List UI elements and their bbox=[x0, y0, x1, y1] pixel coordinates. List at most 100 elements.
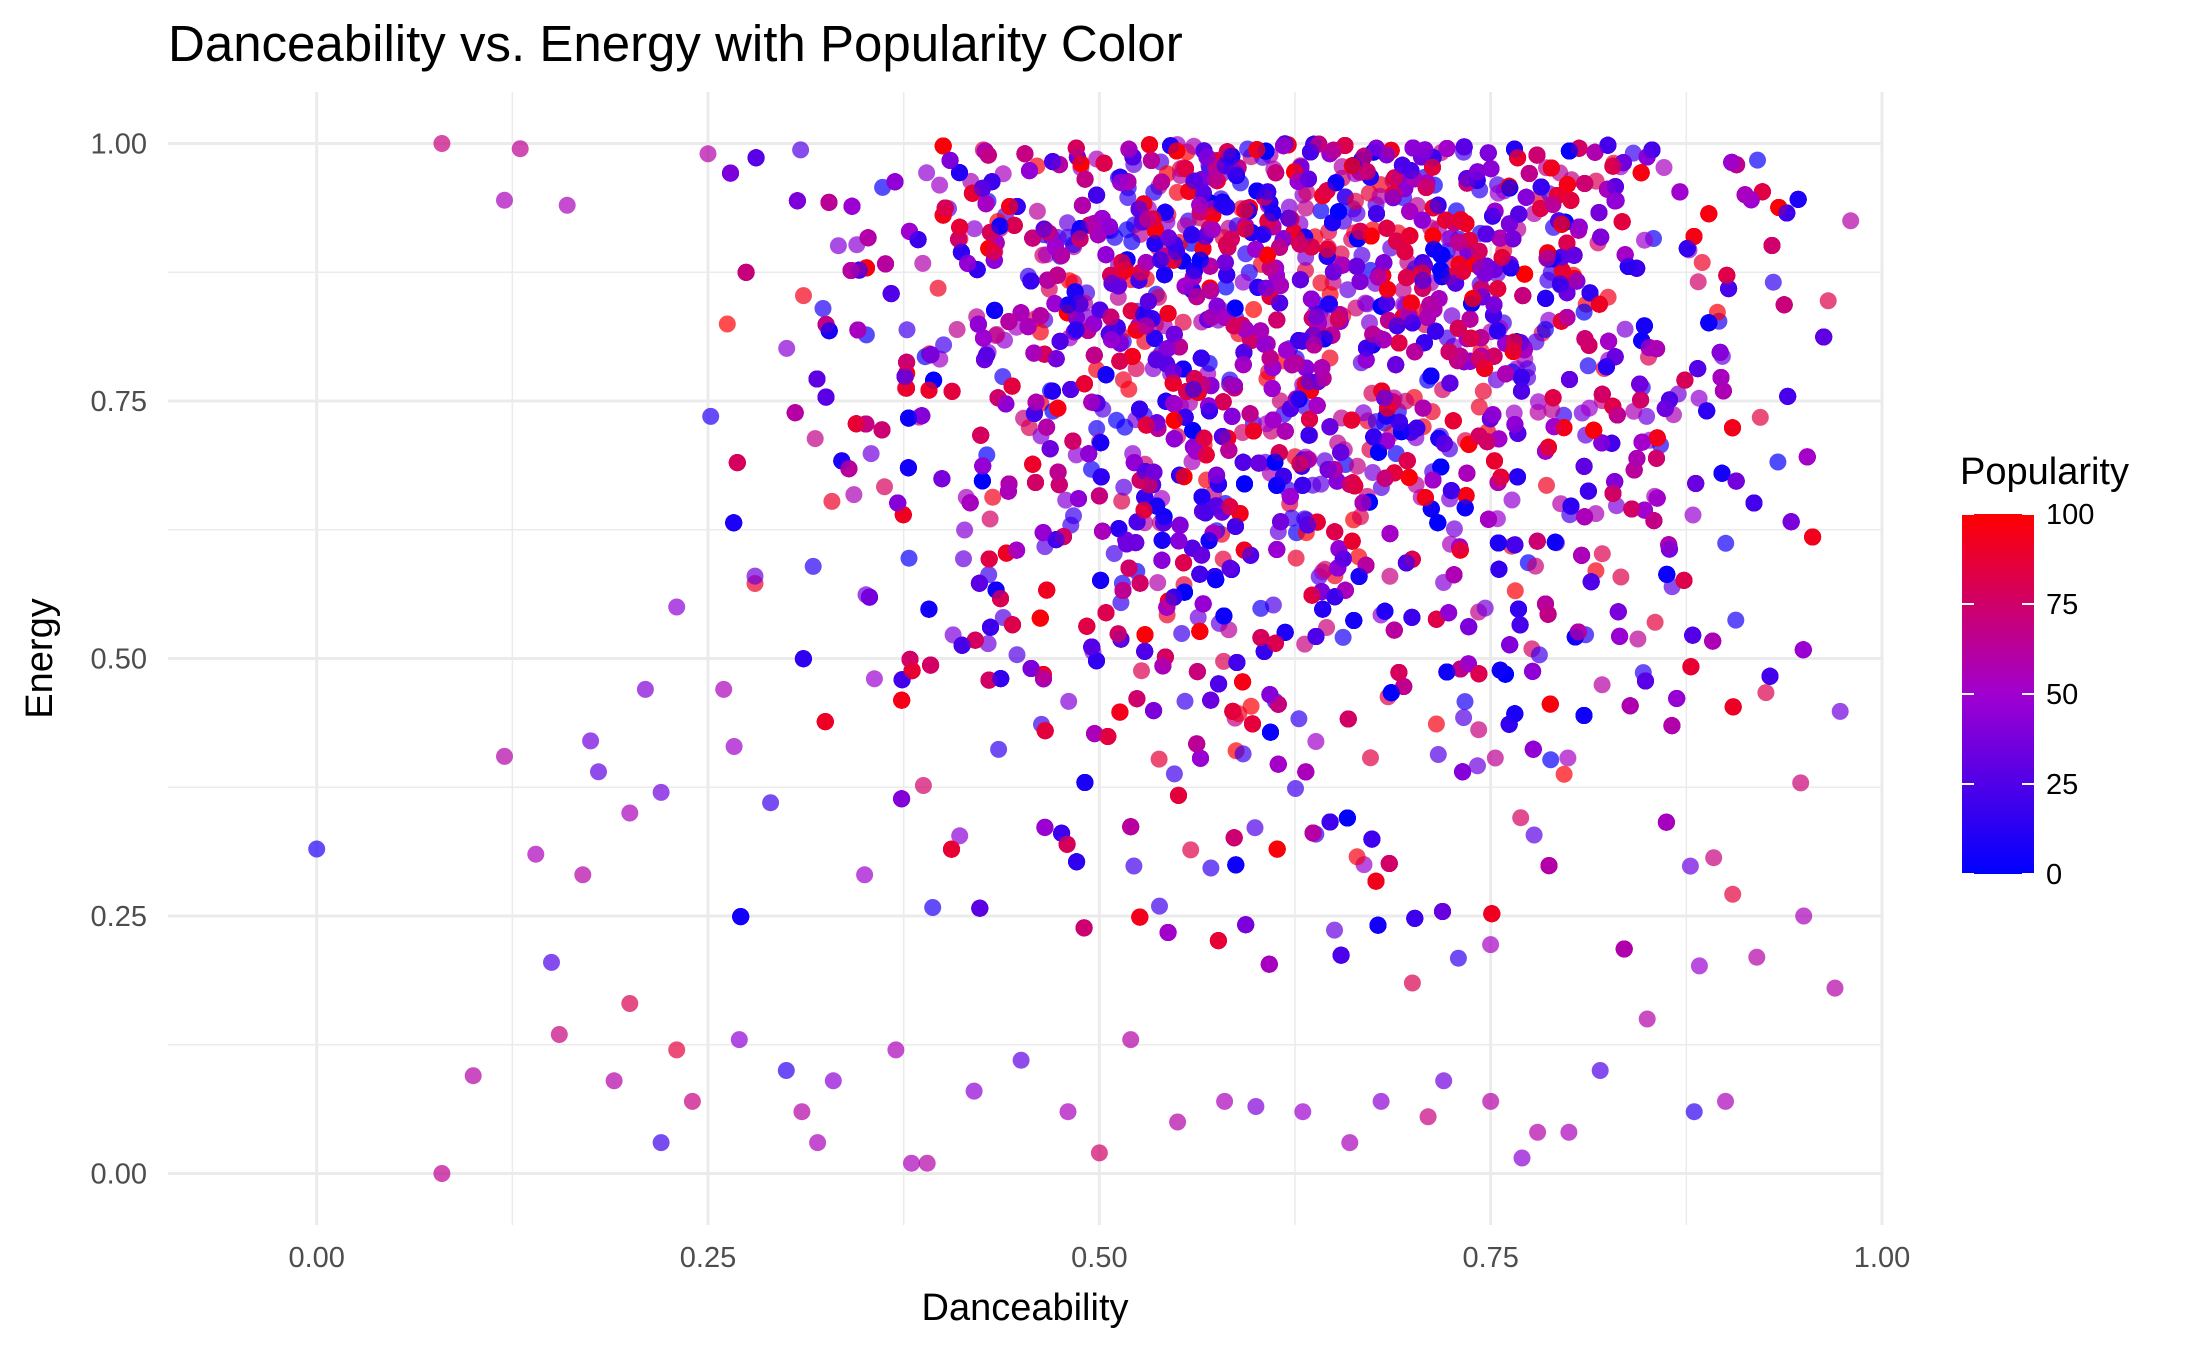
scatter-point bbox=[1334, 628, 1352, 646]
scatter-point bbox=[1119, 189, 1137, 206]
scatter-point bbox=[1316, 560, 1334, 578]
scatter-point bbox=[1482, 936, 1500, 954]
scatter-point bbox=[935, 336, 953, 354]
scatter-point bbox=[1358, 295, 1376, 313]
scatter-point bbox=[914, 254, 932, 272]
scatter-point bbox=[1525, 826, 1543, 844]
scatter-point bbox=[1290, 710, 1308, 728]
scatter-point bbox=[918, 164, 936, 182]
scatter-point bbox=[1123, 233, 1141, 251]
scatter-point bbox=[1287, 780, 1304, 797]
scatter-point bbox=[1120, 380, 1138, 398]
scatter-point bbox=[1189, 608, 1207, 626]
scatter-point bbox=[1474, 382, 1492, 400]
scatter-point bbox=[1133, 662, 1150, 680]
scatter-point bbox=[795, 287, 812, 305]
scatter-point bbox=[1646, 613, 1664, 631]
scatter-point bbox=[1593, 545, 1611, 563]
scatter-point bbox=[1538, 476, 1555, 494]
scatter-point bbox=[898, 321, 916, 339]
scatter-point bbox=[823, 492, 841, 510]
scatter-point bbox=[1792, 774, 1810, 792]
scatter-point bbox=[1088, 420, 1106, 437]
scatter-point bbox=[1362, 749, 1379, 767]
scatter-point bbox=[1575, 303, 1593, 321]
scatter-point bbox=[1326, 921, 1343, 939]
scatter-point bbox=[955, 550, 972, 568]
scatter-point bbox=[1348, 205, 1366, 222]
scatter-point bbox=[1579, 357, 1597, 375]
scatter-point bbox=[778, 339, 796, 357]
scatter-point bbox=[792, 141, 810, 159]
scatter-point bbox=[1234, 273, 1252, 291]
scatter-point bbox=[1455, 709, 1473, 727]
scatter-point bbox=[1348, 848, 1366, 866]
scatter-point bbox=[1202, 859, 1220, 877]
scatter-point bbox=[829, 237, 847, 255]
scatter-point bbox=[1445, 520, 1463, 538]
scatter-point bbox=[1149, 574, 1167, 592]
scatter-point bbox=[1727, 611, 1745, 629]
scatter-point bbox=[1724, 885, 1742, 903]
scatter-point bbox=[1612, 568, 1630, 586]
scatter-point bbox=[1381, 567, 1399, 585]
scatter-point bbox=[1220, 621, 1238, 639]
scatter-point bbox=[1456, 693, 1474, 711]
scatter-point bbox=[1616, 320, 1634, 338]
scatter-point bbox=[1028, 202, 1046, 220]
scatter-point bbox=[814, 300, 832, 317]
scatter-point bbox=[1312, 274, 1330, 292]
scatter-point bbox=[1173, 625, 1191, 642]
scatter-point bbox=[1593, 676, 1611, 694]
scatter-point bbox=[951, 827, 969, 845]
scatter-point bbox=[1427, 715, 1445, 733]
scatter-point bbox=[1503, 491, 1521, 509]
scatter-point bbox=[1059, 214, 1076, 232]
scatter-point bbox=[1717, 534, 1735, 552]
scatter-point bbox=[990, 740, 1008, 758]
scatter-point bbox=[865, 670, 883, 688]
scatter-point bbox=[1252, 599, 1270, 617]
scatter-point bbox=[1352, 508, 1369, 526]
scatter-point bbox=[1530, 646, 1548, 664]
scatter-point bbox=[725, 738, 743, 755]
scatter-point bbox=[924, 899, 942, 916]
scatter-point bbox=[862, 445, 880, 463]
scatter-point bbox=[1105, 545, 1123, 562]
scatter-point bbox=[1008, 646, 1026, 664]
scatter-point bbox=[1681, 857, 1699, 875]
scatter-point bbox=[929, 279, 947, 297]
scatter-point bbox=[979, 635, 997, 653]
scatter-point bbox=[1819, 292, 1837, 310]
scatter-point bbox=[1542, 751, 1560, 769]
scatter-point bbox=[1536, 321, 1554, 338]
scatter-point bbox=[1764, 273, 1782, 291]
scatter-point bbox=[1555, 765, 1573, 783]
scatter-point bbox=[1470, 398, 1488, 416]
scatter-point bbox=[1371, 187, 1389, 205]
scatter-point bbox=[1527, 557, 1544, 575]
scatter-point bbox=[1705, 849, 1723, 867]
scatter-point bbox=[1476, 599, 1494, 617]
scatter-point bbox=[1312, 202, 1330, 220]
scatter-point bbox=[1689, 273, 1707, 291]
scatter-point bbox=[984, 488, 1002, 506]
scatter-point bbox=[1486, 749, 1504, 767]
scatter-point bbox=[845, 486, 863, 504]
scatter-point bbox=[1245, 301, 1263, 318]
scatter-point bbox=[1512, 809, 1530, 827]
scatter-point bbox=[1108, 411, 1125, 429]
scatter-point bbox=[1831, 702, 1849, 720]
scatter-point bbox=[804, 557, 822, 575]
scatter-point bbox=[806, 430, 824, 448]
scatter-point bbox=[1297, 199, 1315, 217]
scatter-point bbox=[948, 321, 966, 338]
scatter-point bbox=[1176, 692, 1194, 710]
scatter-point bbox=[1115, 478, 1133, 496]
scatter-point bbox=[1065, 507, 1082, 525]
scatter-point bbox=[931, 176, 949, 194]
scatter-point bbox=[1287, 549, 1305, 567]
chart-title: Danceability vs. Energy with Popularity … bbox=[168, 15, 1183, 72]
scatter-point bbox=[1348, 457, 1366, 475]
